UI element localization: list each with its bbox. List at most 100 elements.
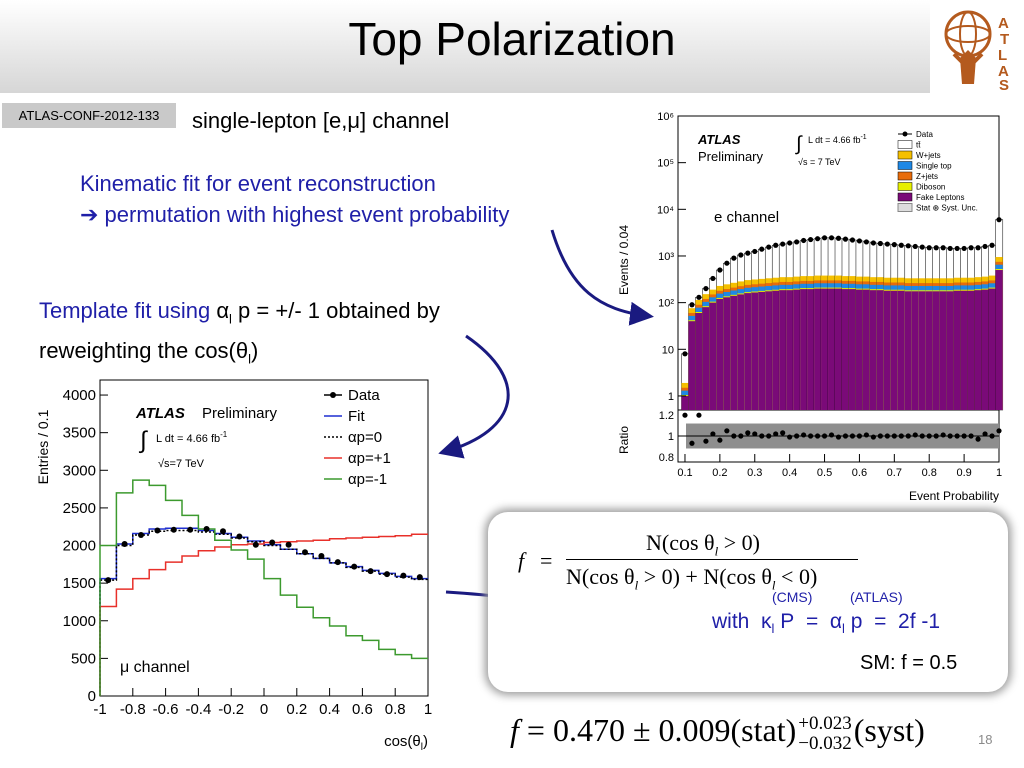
mu-data-point <box>302 549 308 556</box>
e-fake-bar <box>890 290 899 410</box>
kinematic-fit-text: Kinematic fit for event reconstruction ➔… <box>80 168 509 230</box>
e-fake-bar <box>876 290 885 410</box>
e-ratio-point <box>996 428 1002 434</box>
e-data-point <box>835 235 842 241</box>
mu-data-point <box>236 533 243 540</box>
e-sqrt-s: √s = 7 TeV <box>798 157 841 167</box>
e-fake-bar <box>716 298 724 410</box>
e-fake-bar <box>695 312 703 410</box>
result-syst-errors: +0.023 −0.032 <box>798 712 852 754</box>
mu-data-point <box>138 531 144 538</box>
channel-subtitle: single-lepton [e,μ] channel <box>192 108 450 133</box>
e-legend-label: Z+jets <box>916 172 938 181</box>
mu-ylabel: Entries / 0.1 <box>35 409 51 484</box>
mu-xtick-label: 0.2 <box>286 701 307 718</box>
e-legend-label: tt̄ <box>916 141 921 150</box>
mu-lumi: L dt = 4.66 fb-1 <box>156 430 228 445</box>
mu-legend: Data Fit αp=0 αp=+1 αp=-1 <box>324 387 391 488</box>
e-ratio-point <box>724 428 730 434</box>
f-equals: = <box>540 548 553 573</box>
e-data-point <box>717 267 723 273</box>
e-ratio-tick-label: 0.8 <box>659 452 674 464</box>
mu-ytick-label: 3500 <box>63 425 96 442</box>
e-ratio-tick-label: 1.2 <box>659 410 674 422</box>
mu-data-point <box>105 577 112 584</box>
mu-integral-sign: ∫ <box>138 427 148 454</box>
fraction-bar <box>566 559 858 560</box>
e-fake-bar <box>883 290 892 410</box>
e-atlas-label: ATLAS <box>697 132 741 147</box>
template-line-1-tail: p = +/- 1 obtained by <box>231 298 440 323</box>
e-fake-bar <box>814 288 822 410</box>
e-fake-bar <box>681 395 689 410</box>
mu-ytick-label: 2000 <box>63 538 96 555</box>
mu-atlas-label: ATLAS <box>135 405 185 422</box>
e-fake-bar <box>946 291 954 410</box>
e-data-point <box>877 240 883 247</box>
e-ratio-point <box>738 433 744 439</box>
e-data-point <box>912 243 918 250</box>
e-legend-label: W+jets <box>916 151 941 160</box>
e-fake-bar <box>765 291 773 410</box>
svg-text:A: A <box>998 63 1009 80</box>
e-data-point <box>807 236 814 243</box>
mu-xtick-label: -0.6 <box>153 701 179 718</box>
e-fake-bar <box>807 289 815 410</box>
e-ratio-point <box>898 433 904 439</box>
kinematic-line-1: Kinematic fit for event reconstruction <box>80 171 436 196</box>
e-data-point <box>849 237 856 243</box>
alpha-symbol: α <box>216 298 230 323</box>
e-data-point <box>870 240 876 246</box>
e-ratio-point <box>905 433 911 439</box>
e-data-point <box>682 351 688 357</box>
e-ratio-point <box>891 433 897 439</box>
mu-data-point <box>170 526 177 533</box>
e-ratio-point <box>870 434 876 440</box>
e-fake-bar <box>737 294 745 410</box>
e-legend-swatch <box>897 203 913 212</box>
e-data-point <box>738 252 744 258</box>
svg-text:A: A <box>998 15 1009 32</box>
atlas-logo: ATL AS <box>944 10 1009 90</box>
e-ratio-point <box>745 430 751 436</box>
e-fake-bar <box>709 302 717 410</box>
e-legend-label: Stat ⊕ Syst. Unc. <box>916 204 978 213</box>
e-ratio-point <box>982 431 988 437</box>
mu-ytick-label: 500 <box>71 650 96 667</box>
kinematic-line-2-text: permutation with highest event probabili… <box>104 202 510 227</box>
e-xtick-label: 0.3 <box>747 467 762 479</box>
e-data-point <box>996 217 1002 223</box>
mu-xtick-label: 0.4 <box>319 701 340 718</box>
f-lhs: f <box>518 548 525 573</box>
e-fake-bar <box>828 288 836 410</box>
e-data-point <box>982 243 988 250</box>
atlas-label: (ATLAS) <box>850 589 903 605</box>
e-fake-bar <box>939 291 947 410</box>
svg-text:T: T <box>1000 31 1009 48</box>
mu-channel-label: μ channel <box>120 659 190 676</box>
mu-sqrt-s: √s=7 TeV <box>158 458 205 470</box>
e-ratio-point <box>780 430 786 436</box>
e-ratio-point <box>814 433 821 439</box>
e-lumi: L dt = 4.66 fb-1 <box>808 134 867 145</box>
e-data-point <box>961 245 967 252</box>
e-ratio-group: 1.2 1 0.8 <box>659 410 1002 464</box>
e-ratio-point <box>773 431 779 437</box>
e-data-point <box>919 244 925 250</box>
e-data-point <box>766 244 772 250</box>
ratio-ylabel: Ratio <box>617 426 631 454</box>
e-fake-bar <box>841 289 850 410</box>
theta-subscript: l <box>248 351 252 367</box>
e-data-point <box>801 237 807 244</box>
e-ratio-point <box>926 433 932 439</box>
e-data-point <box>947 245 953 252</box>
e-xtick-label: 0.4 <box>782 467 797 479</box>
e-data-point <box>891 242 897 248</box>
mu-legend-label: Fit <box>348 408 365 425</box>
e-fake-bar <box>751 292 759 410</box>
e-xtick-label: 0.6 <box>852 467 867 479</box>
mu-xtick-label: -0.4 <box>185 701 211 718</box>
e-ytick-label: 10⁶ <box>657 111 674 123</box>
mu-xtick-label: 0.6 <box>352 701 373 718</box>
